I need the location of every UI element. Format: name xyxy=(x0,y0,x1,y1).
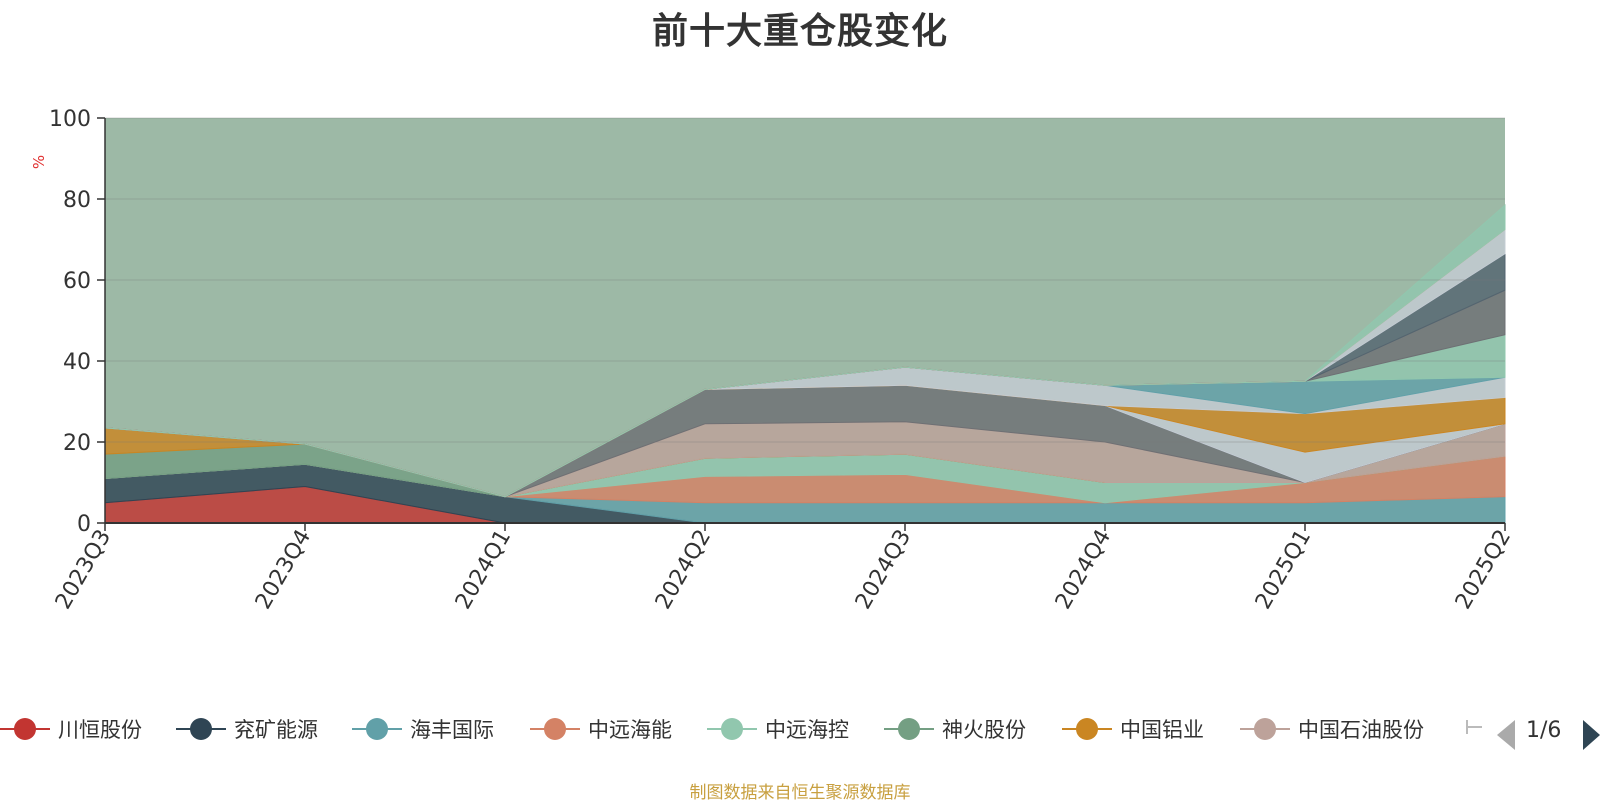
legend-label: 海丰国际 xyxy=(410,718,494,742)
y-tick-label: 0 xyxy=(77,512,91,537)
x-tick-label: 2024Q1 xyxy=(451,526,516,614)
y-tick-label: 80 xyxy=(63,188,91,213)
legend-label: 神火股份 xyxy=(942,718,1026,742)
legend-item[interactable]: 神火股份 xyxy=(884,711,1026,747)
legend-prev-page-icon[interactable] xyxy=(1497,720,1515,750)
y-tick-label: 100 xyxy=(49,107,91,132)
y-tick-label: 20 xyxy=(63,431,91,456)
x-tick-label: 2023Q3 xyxy=(51,526,116,614)
y-axis-unit: % xyxy=(30,155,48,169)
legend-next-page-icon[interactable] xyxy=(1583,720,1600,750)
legend-marker-icon xyxy=(1062,717,1112,741)
x-tick-label: 2024Q3 xyxy=(851,526,916,614)
x-tick-label: 2025Q2 xyxy=(1451,526,1516,614)
area-series-20[interactable] xyxy=(104,203,1506,498)
legend-label: 中国石油股份 xyxy=(1298,718,1424,742)
legend-item[interactable]: 海丰国际 xyxy=(352,711,494,747)
legend-label: 兖矿能源 xyxy=(234,718,318,742)
legend-item[interactable]: 中国铝业 xyxy=(1062,711,1204,747)
chart-title: 前十大重仓股变化 xyxy=(651,11,948,52)
legend-item[interactable]: 川恒股份 xyxy=(0,711,142,747)
legend: 川恒股份 兖矿能源 海丰国际 中远海能 中远海控 神火股份 中国铝业 中国石油股份 xyxy=(0,711,1600,751)
legend-marker-icon xyxy=(352,717,402,741)
legend-item[interactable]: 中远海能 xyxy=(530,711,672,747)
x-tick-label: 2023Q4 xyxy=(251,526,316,614)
legend-label: 中远海控 xyxy=(765,718,849,742)
source-note: 制图数据来自恒生聚源数据库 xyxy=(689,783,911,803)
x-tick-label: 2024Q4 xyxy=(1051,526,1116,614)
legend-item[interactable]: 中远海控 xyxy=(707,711,849,747)
legend-label: 川恒股份 xyxy=(58,718,142,742)
gridlines xyxy=(105,117,1505,443)
x-tick-label: 2024Q2 xyxy=(651,526,716,614)
y-tick-label: 60 xyxy=(63,269,91,294)
legend-label: 中远海能 xyxy=(588,718,672,742)
legend-page-indicator: 1/6 xyxy=(1526,718,1562,743)
y-tick-label: 40 xyxy=(63,350,91,375)
legend-truncated-item-line xyxy=(1466,726,1482,728)
legend-marker-icon xyxy=(530,717,580,741)
x-tick-label: 2025Q1 xyxy=(1251,526,1316,614)
legend-marker-icon xyxy=(707,717,757,741)
legend-marker-icon xyxy=(1240,717,1290,741)
legend-item[interactable]: 中国石油股份 xyxy=(1240,711,1424,747)
y-tick-labels: 0 20 40 60 80 100 xyxy=(49,107,105,537)
legend-truncated-item-tick xyxy=(1466,720,1468,734)
axes xyxy=(104,118,1505,524)
area-series-group xyxy=(104,203,1506,524)
x-tick-labels: 2023Q3 2023Q4 2024Q1 2024Q2 2024Q3 2024Q4 2025… xyxy=(51,523,1516,614)
legend-item[interactable]: 兖矿能源 xyxy=(176,711,318,747)
legend-marker-icon xyxy=(0,717,50,741)
legend-label: 中国铝业 xyxy=(1120,718,1204,742)
legend-marker-icon xyxy=(176,717,226,741)
legend-marker-icon xyxy=(884,717,934,741)
